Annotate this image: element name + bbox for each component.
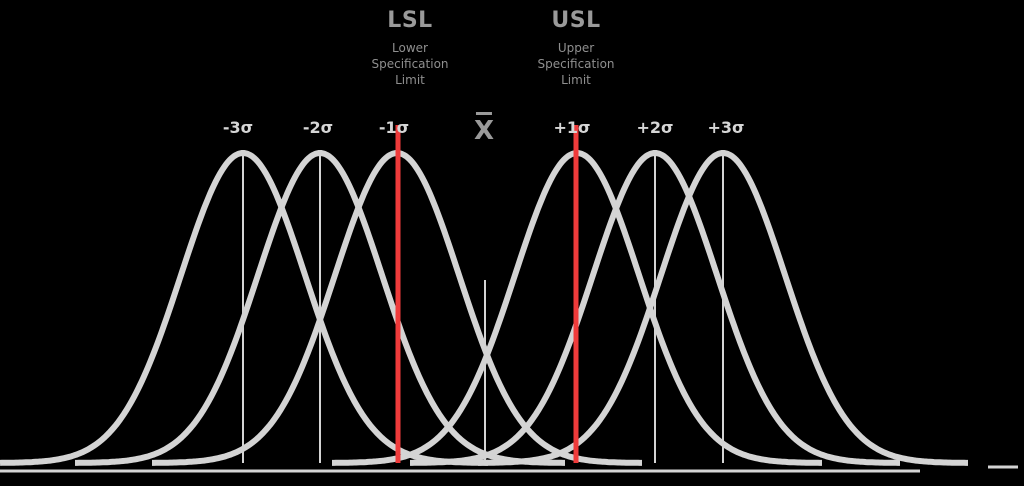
x-bar-overline bbox=[475, 112, 492, 115]
usl-desc-line: Specification bbox=[537, 57, 615, 71]
lsl-desc-line: Limit bbox=[395, 73, 425, 87]
mean-x-bar-label: X bbox=[474, 112, 494, 146]
usl-description: Upper Specification Limit bbox=[537, 40, 614, 88]
sigma-label-minus-1: -1σ bbox=[378, 118, 410, 137]
sigma-label-plus-3: +3σ bbox=[707, 118, 745, 137]
normal-curve bbox=[409, 150, 901, 466]
sigma-label-minus-3: -3σ bbox=[222, 118, 254, 137]
lsl-desc-line: Specification bbox=[371, 57, 449, 71]
lsl-label: LSL bbox=[387, 8, 433, 33]
usl-desc-line: Upper bbox=[557, 41, 595, 55]
lsl-desc-line: Lower bbox=[392, 41, 428, 55]
lsl-description: Lower Specification Limit bbox=[371, 40, 448, 88]
sigma-label-plus-2: +2σ bbox=[636, 118, 674, 137]
sigma-label-plus-1: +1σ bbox=[553, 118, 591, 137]
mean-symbol: X bbox=[473, 116, 495, 146]
sigma-label-minus-2: -2σ bbox=[302, 118, 334, 137]
usl-label: USL bbox=[551, 8, 601, 33]
usl-desc-line: Limit bbox=[561, 73, 591, 87]
normal-curve bbox=[477, 150, 969, 466]
